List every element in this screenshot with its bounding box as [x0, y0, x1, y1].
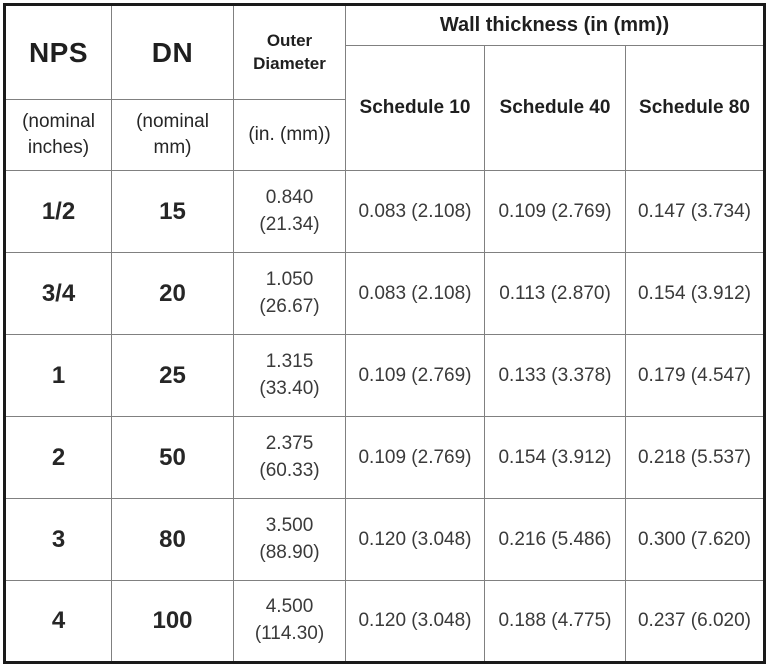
schedule-10-cell: 0.120 (3.048) [345, 498, 485, 581]
dn-unit-subheader: (nominal mm) [111, 99, 234, 171]
table-header: NPS DN Outer Diameter Wall thickness (in… [4, 4, 765, 171]
table-row: 1/2 15 0.840 (21.34) 0.083 (2.108) 0.109… [4, 170, 765, 253]
header-row-units: (nominal inches) (nominal mm) (in. (mm)) [4, 99, 765, 171]
schedule-10-cell: 0.109 (2.769) [345, 334, 485, 417]
outer-diameter-inches: 3.500 [265, 514, 314, 536]
outer-diameter-unit-subheader: (in. (mm)) [233, 99, 346, 171]
schedule-10-cell: 0.109 (2.769) [345, 416, 485, 499]
schedule-40-cell: 0.154 (3.912) [484, 416, 626, 499]
outer-diameter-mm: (88.90) [259, 541, 320, 563]
dn-cell: 25 [111, 334, 234, 417]
outer-diameter-mm: (21.34) [259, 213, 320, 235]
table-row: 3 80 3.500 (88.90) 0.120 (3.048) 0.216 (… [4, 498, 765, 581]
outer-diameter-inches: 0.840 [265, 186, 314, 208]
nps-cell: 1/2 [4, 170, 112, 253]
nps-unit-subheader: (nominal inches) [4, 99, 112, 171]
schedule-10-cell: 0.120 (3.048) [345, 580, 485, 663]
nps-column-header: NPS [4, 4, 112, 100]
dn-cell: 20 [111, 252, 234, 335]
outer-diameter-cell: 1.315 (33.40) [233, 334, 346, 417]
outer-diameter-mm: (33.40) [259, 377, 320, 399]
schedule-40-column-header: Schedule 40 [484, 45, 626, 171]
schedule-80-cell: 0.147 (3.734) [625, 170, 765, 253]
nps-cell: 3/4 [4, 252, 112, 335]
dn-cell: 50 [111, 416, 234, 499]
dn-cell: 100 [111, 580, 234, 663]
schedule-10-cell: 0.083 (2.108) [345, 170, 485, 253]
wall-thickness-group-header: Wall thickness (in (mm)) [345, 4, 765, 46]
nps-cell: 2 [4, 416, 112, 499]
header-row-main: NPS DN Outer Diameter Wall thickness (in… [4, 4, 765, 100]
schedule-80-cell: 0.218 (5.537) [625, 416, 765, 499]
outer-diameter-inches: 1.315 [265, 350, 314, 372]
header-row-schedules: Schedule 10 Schedule 40 Schedule 80 [5, 45, 765, 171]
outer-diameter-cell: 2.375 (60.33) [233, 416, 346, 499]
pipe-schedule-table: NPS DN Outer Diameter Wall thickness (in… [3, 3, 766, 664]
outer-diameter-inches: 2.375 [265, 432, 314, 454]
table-row: 3/4 20 1.050 (26.67) 0.083 (2.108) 0.113… [4, 252, 765, 335]
schedule-40-cell: 0.113 (2.870) [484, 252, 626, 335]
outer-diameter-cell: 4.500 (114.30) [233, 580, 346, 663]
schedule-80-cell: 0.237 (6.020) [625, 580, 765, 663]
nps-cell: 1 [4, 334, 112, 417]
outer-diameter-inches: 1.050 [265, 268, 314, 290]
dn-cell: 80 [111, 498, 234, 581]
schedule-10-column-header: Schedule 10 [345, 45, 485, 171]
outer-diameter-mm: (26.67) [259, 295, 320, 317]
schedule-10-cell: 0.083 (2.108) [345, 252, 485, 335]
outer-diameter-mm: (60.33) [259, 459, 320, 481]
outer-diameter-cell: 3.500 (88.90) [233, 498, 346, 581]
schedule-40-cell: 0.133 (3.378) [484, 334, 626, 417]
nps-cell: 3 [4, 498, 112, 581]
table-body: 1/2 15 0.840 (21.34) 0.083 (2.108) 0.109… [4, 170, 765, 663]
outer-diameter-mm: (114.30) [254, 623, 325, 644]
table-row: 1 25 1.315 (33.40) 0.109 (2.769) 0.133 (… [4, 334, 765, 417]
outer-diameter-column-header: Outer Diameter [233, 4, 346, 100]
dn-column-header: DN [111, 4, 234, 100]
schedule-40-cell: 0.216 (5.486) [484, 498, 626, 581]
outer-diameter-cell: 1.050 (26.67) [233, 252, 346, 335]
table-row: 4 100 4.500 (114.30) 0.120 (3.048) 0.188… [4, 580, 765, 663]
schedule-80-cell: 0.300 (7.620) [625, 498, 765, 581]
nps-cell: 4 [4, 580, 112, 663]
schedule-40-cell: 0.188 (4.775) [484, 580, 626, 663]
schedule-80-column-header: Schedule 80 [625, 45, 765, 171]
dn-cell: 15 [111, 170, 234, 253]
schedule-40-cell: 0.109 (2.769) [484, 170, 626, 253]
schedule-80-cell: 0.154 (3.912) [625, 252, 765, 335]
schedule-80-cell: 0.179 (4.547) [625, 334, 765, 417]
outer-diameter-cell: 0.840 (21.34) [233, 170, 346, 253]
table-row: 2 50 2.375 (60.33) 0.109 (2.769) 0.154 (… [4, 416, 765, 499]
outer-diameter-inches: 4.500 [265, 596, 314, 618]
